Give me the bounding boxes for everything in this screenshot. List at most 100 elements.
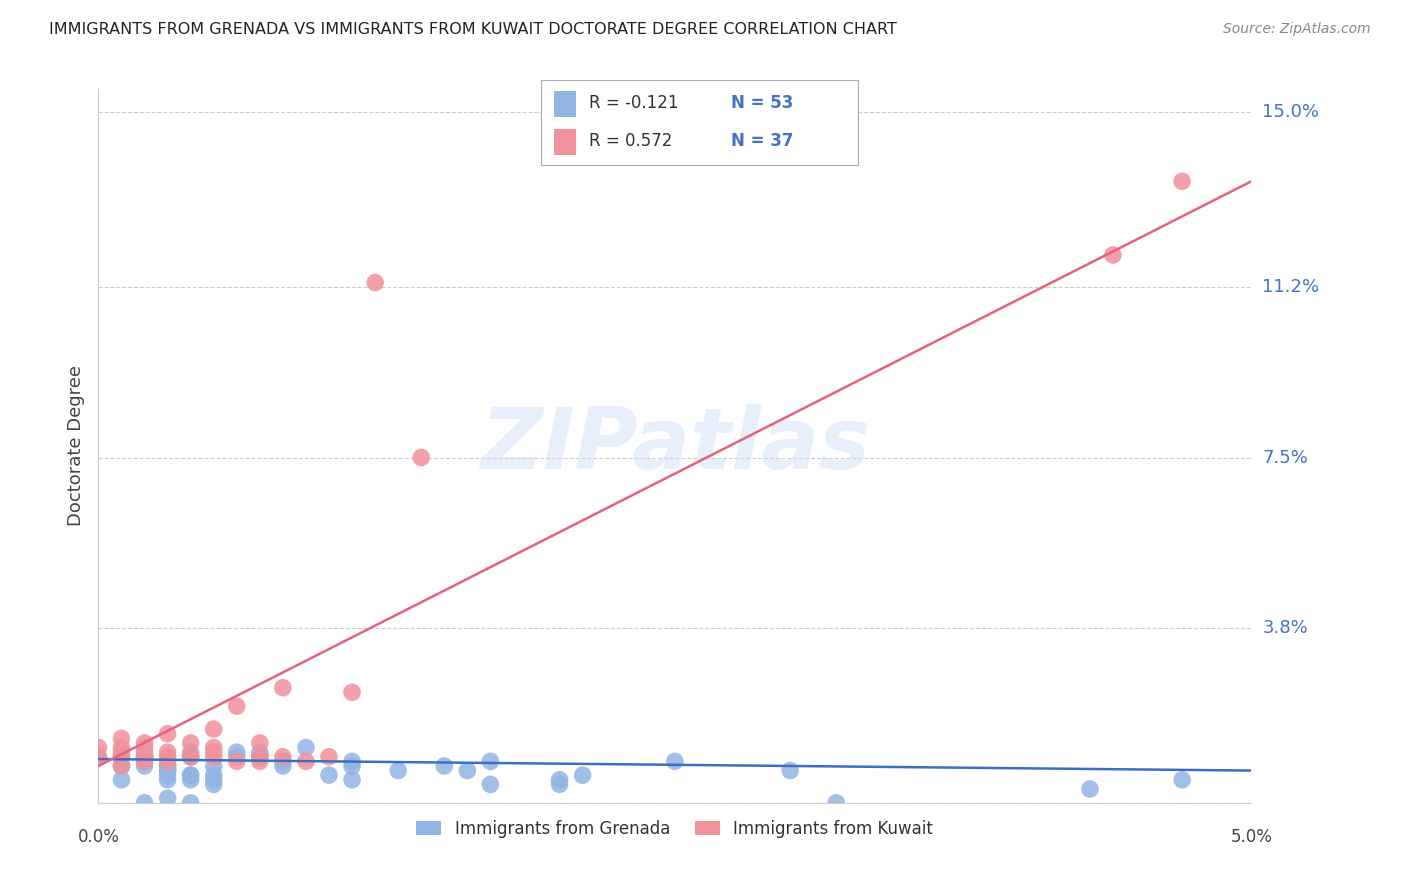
Point	[479, 755, 502, 769]
Point	[156, 791, 179, 805]
Point	[134, 759, 156, 773]
Point	[134, 749, 156, 764]
Point	[134, 796, 156, 810]
Point	[180, 796, 202, 810]
Point	[134, 740, 156, 755]
Point	[249, 745, 271, 759]
Point	[156, 727, 179, 741]
Point	[1171, 772, 1194, 787]
Point	[156, 755, 179, 769]
Point	[180, 768, 202, 782]
Point	[134, 749, 156, 764]
Text: 7.5%: 7.5%	[1263, 449, 1309, 467]
Point	[249, 749, 271, 764]
Legend: Immigrants from Grenada, Immigrants from Kuwait: Immigrants from Grenada, Immigrants from…	[409, 814, 941, 845]
Point	[664, 755, 686, 769]
Point	[110, 745, 132, 759]
Point	[180, 749, 202, 764]
Point	[110, 759, 132, 773]
Point	[433, 759, 456, 773]
Point	[225, 755, 247, 769]
Bar	[554, 91, 576, 117]
Point	[571, 768, 593, 782]
Text: 3.8%: 3.8%	[1263, 619, 1308, 637]
Text: 5.0%: 5.0%	[1230, 828, 1272, 846]
Point	[134, 749, 156, 764]
Point	[134, 745, 156, 759]
Point	[456, 764, 478, 778]
Text: ZIPatlas: ZIPatlas	[479, 404, 870, 488]
Point	[87, 749, 110, 764]
Point	[110, 749, 132, 764]
Point	[1078, 782, 1101, 797]
Text: IMMIGRANTS FROM GRENADA VS IMMIGRANTS FROM KUWAIT DOCTORATE DEGREE CORRELATION C: IMMIGRANTS FROM GRENADA VS IMMIGRANTS FR…	[49, 22, 897, 37]
Point	[134, 749, 156, 764]
Point	[156, 759, 179, 773]
Point	[202, 740, 225, 755]
Text: Source: ZipAtlas.com: Source: ZipAtlas.com	[1223, 22, 1371, 37]
Point	[202, 745, 225, 759]
Point	[271, 749, 294, 764]
Point	[295, 755, 318, 769]
Y-axis label: Doctorate Degree: Doctorate Degree	[66, 366, 84, 526]
Point	[202, 777, 225, 791]
Point	[156, 749, 179, 764]
Point	[110, 740, 132, 755]
Point	[340, 685, 363, 699]
Point	[87, 749, 110, 764]
Point	[364, 276, 387, 290]
Point	[1102, 248, 1125, 262]
Point	[110, 759, 132, 773]
Point	[134, 755, 156, 769]
Point	[779, 764, 801, 778]
Point	[110, 772, 132, 787]
Point	[202, 772, 225, 787]
Point	[156, 764, 179, 778]
Bar	[554, 129, 576, 155]
Text: N = 53: N = 53	[731, 95, 793, 112]
Point	[249, 755, 271, 769]
Point	[156, 764, 179, 778]
Point	[225, 699, 247, 714]
Point	[318, 768, 340, 782]
Text: R = 0.572: R = 0.572	[589, 132, 672, 150]
Point	[202, 749, 225, 764]
Point	[340, 772, 363, 787]
Point	[318, 749, 340, 764]
Point	[225, 745, 247, 759]
Point	[110, 731, 132, 746]
Point	[202, 759, 225, 773]
Text: 11.2%: 11.2%	[1263, 278, 1320, 296]
Text: 15.0%: 15.0%	[1263, 103, 1319, 121]
Point	[825, 796, 848, 810]
Point	[180, 745, 202, 759]
Point	[548, 777, 571, 791]
Point	[110, 749, 132, 764]
Point	[202, 768, 225, 782]
Text: 0.0%: 0.0%	[77, 828, 120, 846]
Point	[87, 740, 110, 755]
Point	[225, 749, 247, 764]
Point	[156, 759, 179, 773]
Point	[295, 740, 318, 755]
Point	[271, 681, 294, 695]
Point	[180, 749, 202, 764]
Point	[180, 772, 202, 787]
Point	[1171, 174, 1194, 188]
Point	[411, 450, 433, 465]
Point	[180, 736, 202, 750]
Point	[479, 777, 502, 791]
Point	[180, 749, 202, 764]
Point	[249, 749, 271, 764]
Text: R = -0.121: R = -0.121	[589, 95, 678, 112]
Point	[249, 749, 271, 764]
Point	[387, 764, 409, 778]
Point	[340, 759, 363, 773]
Text: N = 37: N = 37	[731, 132, 793, 150]
Point	[271, 755, 294, 769]
Point	[134, 736, 156, 750]
Point	[548, 772, 571, 787]
Point	[271, 759, 294, 773]
Point	[110, 759, 132, 773]
Point	[156, 772, 179, 787]
